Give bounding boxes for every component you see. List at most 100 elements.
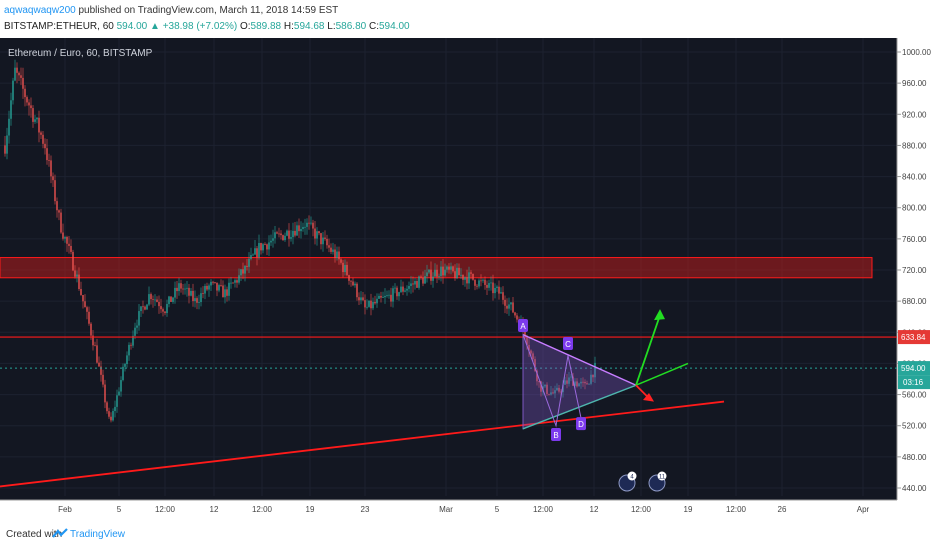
candles-group [4,59,596,423]
pattern-label-d: D [576,417,586,431]
candle-body [364,300,366,308]
publish-line: aqwaqwaqw200 published on TradingView.co… [4,5,338,16]
candle-body [534,359,536,371]
footer: Created with TradingView [0,520,932,550]
candle-body [244,265,246,274]
candle-body [202,293,204,294]
candle-body [432,276,434,281]
candle-body [186,287,188,289]
candle-body [416,281,418,288]
time-tick-label: 5 [495,505,500,514]
candle-body [500,292,502,294]
candle-body [152,299,154,300]
candle-body [430,269,432,281]
candle-body [80,288,82,295]
publisher-username[interactable]: aqwaqwaqw200 [4,5,76,16]
price-tick-label: 880.00 [902,141,927,150]
candle-body [508,304,510,309]
event-badge-count-bg [657,471,667,481]
candle-body [450,266,452,270]
candle-body [208,285,210,290]
chart-svg[interactable]: 1000.00 960.00 920.00 880.00 840.00 800.00 760… [0,38,932,520]
candle-body [36,117,38,120]
candle-body [428,269,430,273]
candle-body [262,244,264,251]
candle-body [274,232,276,239]
candle-body [232,282,234,284]
candle-body [484,279,486,285]
candle-body [174,287,176,298]
resistance-zone [0,257,873,279]
candle-body [14,67,16,81]
candle-body [246,265,248,267]
price-tick-label: 840.00 [902,173,927,182]
candle-body [256,248,258,258]
candle-body [442,266,444,276]
candle-body [474,279,476,286]
tradingview-name[interactable]: TradingView [70,529,126,540]
event-badge-count: 11 [659,475,666,481]
candle-body [276,232,278,234]
candle-body [92,335,94,346]
candle-body [544,384,546,387]
candle-body [168,296,170,304]
candle-body [150,294,152,300]
candle-body [456,267,458,279]
candle-body [240,269,242,276]
candle-body [118,391,120,396]
candle-body [344,264,346,273]
pattern-label-badge [518,319,528,333]
candle-body [362,297,364,301]
candle-body [468,272,470,284]
red-arrow-head [643,393,654,402]
time-axis-panel [0,500,897,520]
candle-body [90,323,92,336]
candle-body [548,393,550,395]
candle-body [12,80,14,101]
candle-body [76,274,78,277]
candle-body [210,281,212,286]
candle-body [566,380,568,384]
candle-body [84,301,86,308]
time-tick-label: 12:00 [155,505,176,514]
pattern-label-c: C [563,336,573,350]
candle-body [226,289,228,296]
candle-body [206,285,208,290]
triangle-upper-line [522,333,637,386]
candle-body [194,298,196,302]
close-value: 594.00 [379,21,410,32]
candle-body [494,287,496,294]
candle-body [230,282,232,284]
candle-body [440,266,442,277]
candle-body [546,384,548,394]
time-tick-label: 12 [590,505,599,514]
low-value: 586.80 [335,21,367,32]
candle-body [496,286,498,288]
candle-body [498,286,500,294]
change-value: +38.98 (+7.02%) [162,21,238,32]
candle-body [50,160,52,177]
candle-body [286,230,288,236]
candle-body [130,344,132,346]
candle-body [538,381,540,383]
event-badge: 11 [648,471,667,492]
candle-body [480,280,482,282]
candle-body [516,315,518,320]
chart-container[interactable]: 1000.00 960.00 920.00 880.00 840.00 800.00 760… [0,38,932,520]
price-tick-label: 480.00 [902,453,927,462]
candle-body [558,387,560,392]
time-tick-label: Apr [857,505,870,514]
candle-body [512,302,514,313]
green-arrow-head [654,309,665,321]
candle-body [142,306,144,308]
candle-body [238,275,240,283]
candle-body [82,294,84,302]
candle-body [408,286,410,289]
candle-body [464,277,466,280]
candle-body [318,231,320,234]
candle-body [140,306,142,312]
candle-body [470,272,472,274]
candle-body [380,295,382,298]
time-tick-label: 19 [306,505,315,514]
pattern-label-b: B [551,428,561,442]
